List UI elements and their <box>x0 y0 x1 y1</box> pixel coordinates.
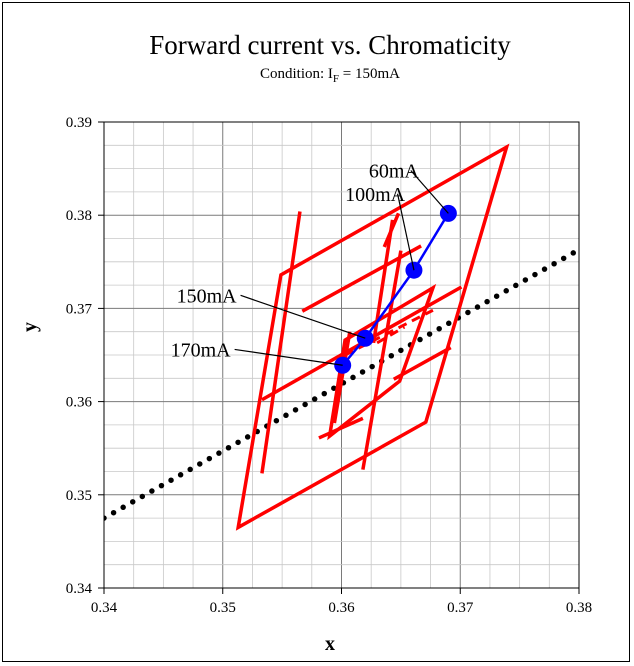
series-line <box>341 212 450 367</box>
annotation-leader <box>410 170 449 214</box>
chart-title: Forward current vs. Chromaticity <box>149 30 511 60</box>
subtitle-subscript: F <box>333 73 339 85</box>
annotation-label: 170mA <box>171 339 232 361</box>
y-tick-label: 0.35 <box>66 488 92 504</box>
y-tick-label: 0.39 <box>66 115 92 131</box>
x-axis-label: x <box>325 633 335 655</box>
bin-divider-line <box>260 211 302 474</box>
chart-subtitle: Condition: IF = 150mA <box>260 66 400 85</box>
y-axis-label: y <box>19 322 41 332</box>
bin-divider-line <box>361 250 403 470</box>
annotation-leader <box>240 294 366 339</box>
y-tick-label: 0.37 <box>66 301 93 317</box>
annotation-label: 150mA <box>177 285 238 307</box>
bin-divider-line <box>318 416 364 440</box>
x-tick-label: 0.34 <box>91 600 118 616</box>
annotation-leader <box>396 193 415 271</box>
y-tick-label: 0.36 <box>66 395 93 411</box>
x-tick-label: 0.35 <box>210 600 236 616</box>
bin-dashed-line <box>376 325 406 345</box>
y-tick-label: 0.38 <box>66 208 92 224</box>
x-tick-label: 0.38 <box>566 600 592 616</box>
plot-data-group <box>104 143 579 531</box>
y-tick-label: 0.34 <box>66 581 93 597</box>
bin-divider-line <box>332 331 352 424</box>
x-tick-label: 0.36 <box>328 600 355 616</box>
annotation-label: 100mA <box>345 184 406 206</box>
annotation-label: 60mA <box>369 160 420 182</box>
bin-divider-line <box>392 346 452 381</box>
annotation-leader <box>234 348 343 366</box>
x-tick-label: 0.37 <box>447 600 474 616</box>
bin-dashed-line <box>344 308 434 357</box>
bin-divider-line <box>301 244 422 313</box>
subtitle-prefix: Condition: I <box>260 66 333 82</box>
subtitle-suffix: = 150mA <box>339 66 400 82</box>
